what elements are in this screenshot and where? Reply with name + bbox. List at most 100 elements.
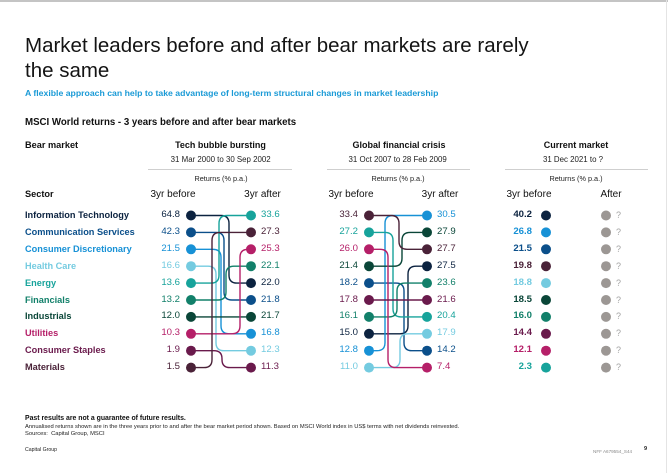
after-value: 25.3 <box>261 242 280 254</box>
panel-title: Global financial crisis <box>352 139 446 150</box>
before-dot <box>364 244 374 255</box>
after-dot <box>422 311 432 322</box>
before-dot <box>186 345 196 356</box>
after-value: 12.3 <box>261 344 280 356</box>
after-dot <box>246 210 256 221</box>
unknown-value: ? <box>616 243 622 254</box>
before-value: 16.1 <box>339 310 358 322</box>
after-dot <box>422 244 432 255</box>
sources: Sources: Capital Group, MSCI <box>25 430 105 437</box>
after-value: 30.5 <box>437 209 456 221</box>
after-value: 16.8 <box>261 327 280 339</box>
connector-line <box>191 214 251 284</box>
before-value: 16.0 <box>513 310 532 322</box>
before-dot <box>541 210 551 221</box>
before-value: 21.4 <box>339 259 358 271</box>
before-value: 26.0 <box>339 242 358 254</box>
document-id: NFF A679554_S44 <box>593 449 633 455</box>
before-dot <box>364 328 374 339</box>
page-subtitle: A flexible approach can help to take adv… <box>25 87 439 98</box>
panel-title: Current market <box>543 139 609 150</box>
after-dot <box>422 210 432 221</box>
after-dot <box>422 328 432 339</box>
before-value: 27.2 <box>339 225 358 237</box>
after-value: 22.0 <box>261 276 280 288</box>
before-value: 33.4 <box>339 209 358 221</box>
after-value: 33.6 <box>261 209 280 221</box>
before-dot <box>541 244 551 255</box>
before-value: 21.5 <box>513 242 532 254</box>
top-border <box>0 0 668 2</box>
after-dot <box>246 244 256 255</box>
unknown-dot <box>601 345 611 356</box>
before-value: 10.3 <box>161 327 180 339</box>
before-dot <box>364 227 374 238</box>
before-dot <box>541 227 551 238</box>
footnote: Annualised returns shown are in the thre… <box>25 424 460 430</box>
page-number: 9 <box>644 446 648 453</box>
right-border <box>666 0 667 473</box>
sector-label: Consumer Discretionary <box>25 243 132 254</box>
after-value: 27.3 <box>261 225 280 237</box>
unknown-value: ? <box>616 210 622 221</box>
panel-dates: 31 Mar 2000 to 30 Sep 2002 <box>170 155 271 165</box>
before-dot <box>364 362 374 373</box>
before-dot <box>364 311 374 322</box>
after-dot <box>422 278 432 289</box>
unknown-value: ? <box>616 328 622 339</box>
after-dot <box>246 328 256 339</box>
sector-label: Information Technology <box>25 210 129 221</box>
before-value: 12.1 <box>513 344 532 356</box>
before-value: 12.0 <box>161 310 180 322</box>
before-column-header: 3yr before <box>328 188 374 200</box>
before-value: 13.2 <box>161 293 180 305</box>
before-value: 42.3 <box>161 225 180 237</box>
after-dot <box>422 345 432 356</box>
chart-title: MSCI World returns - 3 years before and … <box>25 117 297 129</box>
before-dot <box>186 210 196 221</box>
sector-label: Consumer Staples <box>25 345 106 356</box>
before-dot <box>541 278 551 289</box>
panel-divider <box>327 169 470 170</box>
after-value: 17.9 <box>437 327 456 339</box>
after-value: 27.7 <box>437 242 456 254</box>
connector-line <box>191 265 251 301</box>
before-value: 14.4 <box>513 327 532 339</box>
connector-line <box>191 248 251 335</box>
sector-label: Financials <box>25 294 70 305</box>
after-dot <box>422 362 432 373</box>
after-value: 27.9 <box>437 225 456 237</box>
sector-label: Industrials <box>25 311 72 322</box>
unknown-dot <box>601 295 611 305</box>
after-value: 7.4 <box>437 361 451 373</box>
before-dot <box>186 295 196 305</box>
connector-line <box>369 248 427 369</box>
before-dot <box>364 295 374 305</box>
after-dot <box>246 278 256 289</box>
page-title: Market leaders before and after bear mar… <box>25 34 529 83</box>
after-value: 22.1 <box>261 259 280 271</box>
bear-market-header: Bear market <box>25 139 79 150</box>
before-value: 64.8 <box>161 209 180 221</box>
unknown-dot <box>601 278 611 289</box>
unknown-value: ? <box>616 226 622 237</box>
unknown-dot <box>601 261 611 272</box>
unknown-value: ? <box>616 277 622 288</box>
panel-divider <box>148 169 292 170</box>
before-dot <box>186 244 196 255</box>
before-dot <box>541 328 551 339</box>
unknown-dot <box>601 362 611 373</box>
after-column-header: After <box>600 188 622 200</box>
connector-line <box>191 248 251 335</box>
before-dot <box>364 345 374 356</box>
after-value: 20.4 <box>437 310 456 322</box>
after-value: 23.6 <box>437 276 456 288</box>
before-value: 2.3 <box>518 361 532 373</box>
before-dot <box>186 311 196 322</box>
connector-line <box>369 231 427 267</box>
unknown-dot <box>601 244 611 255</box>
after-value: 14.2 <box>437 344 456 356</box>
connector-line <box>369 214 427 250</box>
